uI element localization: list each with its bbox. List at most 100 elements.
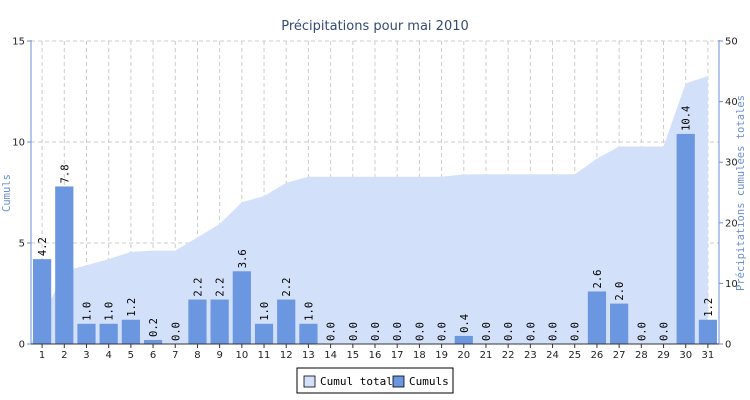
data-label: 0.0 — [170, 322, 182, 341]
y2-axis-label: Précipitations cumulées totales — [735, 95, 747, 291]
bar — [188, 299, 207, 344]
data-label: 0.4 — [459, 314, 471, 333]
data-label: 0.0 — [525, 322, 537, 341]
x-tick-label: 9 — [216, 350, 222, 361]
legend-swatch-cumul-total — [303, 375, 316, 388]
bar — [698, 319, 718, 344]
bar — [77, 323, 96, 344]
y-tick-label: 5 — [19, 239, 25, 250]
cumuls-bars — [32, 133, 718, 344]
x-tick-label: 1 — [39, 350, 45, 361]
y-tick-label: 10 — [12, 138, 25, 149]
data-label: 2.2 — [192, 278, 204, 297]
x-tick-label: 20 — [457, 350, 470, 361]
x-tick-label: 31 — [702, 350, 715, 361]
x-tick-label: 10 — [235, 350, 248, 361]
bar — [277, 299, 296, 344]
y2-tick-label: 40 — [725, 97, 738, 108]
x-tick-label: 28 — [635, 350, 648, 361]
data-label: 1.0 — [104, 302, 116, 321]
data-label: 1.0 — [259, 302, 271, 321]
y-tick-label: 0 — [19, 340, 25, 351]
x-tick-label: 26 — [591, 350, 604, 361]
x-tick-label: 24 — [546, 350, 559, 361]
data-label: 0.0 — [548, 322, 560, 341]
data-label: 1.2 — [703, 298, 715, 317]
bar — [99, 323, 118, 344]
bar — [299, 323, 318, 344]
data-label: 2.0 — [614, 282, 626, 301]
y2-tick-label: 30 — [725, 158, 738, 169]
data-label: 0.0 — [481, 322, 493, 341]
bar — [254, 323, 274, 344]
x-tick-label: 8 — [194, 350, 200, 361]
data-label: 0.0 — [503, 322, 515, 341]
data-label: 0.0 — [370, 322, 382, 341]
data-label: 0.0 — [437, 322, 449, 341]
x-tick-label: 3 — [83, 350, 89, 361]
legend-label-cumul-total: Cumul total — [320, 375, 393, 388]
bar — [210, 299, 229, 344]
x-tick-label: 13 — [302, 350, 315, 361]
data-labels: 4.2 7.8 1.0 1.0 1.2 0.2 0.0 2.2 2.2 3.6 1.0 2.2 1.0 0… — [37, 106, 715, 341]
y2-tick-label: 0 — [725, 340, 731, 351]
data-label: 0.0 — [392, 322, 404, 341]
x-tick-label: 7 — [172, 350, 178, 361]
x-tick-label: 4 — [105, 350, 111, 361]
data-label: 10.4 — [681, 106, 693, 131]
data-label: 4.2 — [37, 237, 49, 256]
x-tick-label: 30 — [679, 350, 692, 361]
x-tick-label: 25 — [568, 350, 581, 361]
y2-tick-label: 10 — [725, 279, 738, 290]
data-label: 2.2 — [281, 278, 293, 297]
data-label: 1.0 — [303, 302, 315, 321]
x-tick-label: 5 — [128, 350, 134, 361]
x-tick-label: 18 — [413, 350, 426, 361]
x-tick-label: 11 — [258, 350, 271, 361]
x-tick-label: 23 — [524, 350, 537, 361]
x-tick-label: 19 — [435, 350, 448, 361]
legend-swatch-cumuls — [392, 375, 405, 388]
y2-tick-label: 20 — [725, 218, 738, 229]
legend-box — [296, 367, 454, 394]
legend-label-cumuls: Cumuls — [409, 375, 449, 388]
data-label: 0.2 — [148, 318, 160, 337]
chart-title: Précipitations pour mai 2010 — [281, 19, 469, 34]
bar — [55, 186, 74, 344]
data-label: 0.0 — [659, 322, 671, 341]
x-tick-label: 16 — [369, 350, 382, 361]
x-tick-label: 22 — [502, 350, 515, 361]
cumul-total-area-shape — [31, 76, 708, 344]
y2-tick-label: 50 — [725, 37, 738, 48]
data-label: 0.0 — [570, 322, 582, 341]
y-tick-label: 15 — [12, 37, 25, 48]
cumul-total-area — [31, 76, 708, 344]
data-label: 1.2 — [126, 298, 138, 317]
data-label: 0.0 — [414, 322, 426, 341]
data-label: 3.6 — [237, 249, 249, 268]
x-tick-label: 6 — [150, 350, 156, 361]
bar — [587, 291, 607, 344]
x-tick-label: 29 — [657, 350, 670, 361]
bar — [121, 319, 140, 344]
x-tick-label: 21 — [480, 350, 493, 361]
data-label: 7.8 — [59, 164, 71, 183]
x-tick-label: 14 — [324, 350, 337, 361]
bar — [610, 303, 629, 344]
data-label: 2.6 — [592, 270, 604, 289]
x-tick-label: 17 — [391, 350, 404, 361]
data-label: 0.0 — [326, 322, 338, 341]
data-label: 0.0 — [348, 322, 360, 341]
bar — [676, 133, 695, 344]
bar — [143, 339, 163, 344]
y-axis-label: Cumuls — [1, 174, 13, 212]
x-tick-label: 27 — [613, 350, 626, 361]
x-tick-label: 12 — [280, 350, 293, 361]
data-label: 1.0 — [81, 302, 93, 321]
bar — [454, 335, 473, 344]
x-tick-label: 2 — [61, 350, 67, 361]
bar — [232, 271, 251, 344]
data-label: 2.2 — [215, 278, 227, 297]
